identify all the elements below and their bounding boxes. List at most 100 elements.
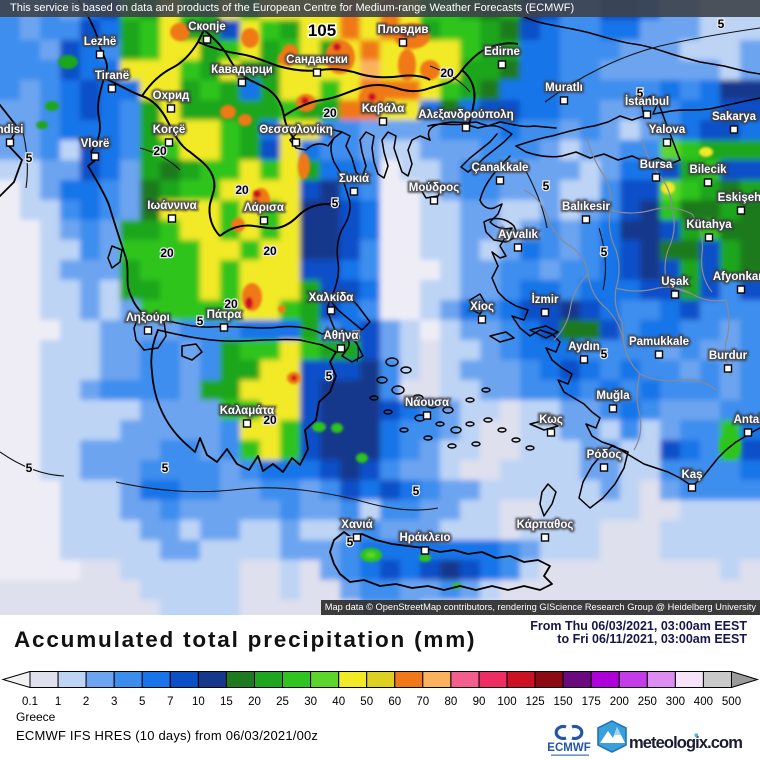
svg-text:Καβάλα: Καβάλα	[362, 103, 405, 115]
svg-text:Пловдив: Пловдив	[378, 24, 429, 36]
svg-text:meteologix.com: meteologix.com	[629, 734, 742, 752]
svg-text:20: 20	[160, 246, 174, 260]
svg-text:0.1: 0.1	[22, 696, 38, 708]
svg-text:Κως: Κως	[539, 414, 563, 426]
svg-text:2: 2	[83, 696, 89, 708]
svg-text:Kütahya: Kütahya	[686, 219, 732, 231]
svg-text:Кавадарци: Кавадарци	[211, 64, 273, 76]
svg-text:30: 30	[304, 696, 317, 708]
svg-text:5: 5	[326, 369, 333, 383]
svg-text:Скопје: Скопје	[188, 21, 225, 33]
svg-text:İzmir: İzmir	[532, 293, 559, 306]
svg-text:Lezhë: Lezhë	[84, 36, 117, 48]
svg-text:Antal: Antal	[734, 414, 760, 426]
svg-text:3: 3	[111, 696, 117, 708]
svg-text:Korçë: Korçë	[153, 124, 186, 136]
svg-text:İzmir: İzmir	[532, 293, 559, 306]
svg-text:Νάουσα: Νάουσα	[405, 397, 449, 409]
svg-text:5: 5	[413, 484, 420, 498]
svg-text:Ηράκλειο: Ηράκλειο	[400, 532, 451, 544]
svg-text:20: 20	[153, 144, 167, 158]
svg-text:ndisi: ndisi	[0, 124, 23, 136]
svg-text:Λάρισα: Λάρισα	[244, 202, 284, 214]
svg-text:Сандански: Сандански	[286, 54, 348, 66]
svg-text:Κάρπαθος: Κάρπαθος	[517, 519, 574, 531]
svg-text:ECMWF: ECMWF	[547, 742, 590, 754]
svg-text:20: 20	[235, 183, 249, 197]
svg-text:Αθήνα: Αθήνα	[323, 330, 358, 342]
svg-text:Muratlı: Muratlı	[545, 82, 583, 94]
svg-text:Edirne: Edirne	[484, 46, 520, 58]
svg-text:Balıkesir: Balıkesir	[562, 201, 610, 213]
svg-text:Καβάλα: Καβάλα	[362, 103, 405, 115]
svg-text:Burdur: Burdur	[709, 350, 748, 362]
svg-text:200: 200	[610, 696, 629, 708]
svg-text:Kaş: Kaş	[681, 469, 702, 481]
svg-text:20: 20	[248, 696, 261, 708]
svg-text:Tiranë: Tiranë	[95, 70, 129, 82]
svg-text:20: 20	[263, 244, 277, 258]
svg-text:Vlorë: Vlorë	[81, 138, 110, 150]
svg-text:Ayvalık: Ayvalık	[498, 229, 538, 241]
svg-text:Χίος: Χίος	[470, 301, 494, 313]
svg-text:Bursa: Bursa	[640, 159, 673, 171]
svg-text:175: 175	[582, 696, 601, 708]
svg-text:5: 5	[26, 461, 33, 475]
svg-text:5: 5	[197, 314, 204, 328]
svg-text:İstanbul: İstanbul	[625, 95, 669, 108]
svg-text:Kaş: Kaş	[681, 469, 702, 481]
svg-text:Сандански: Сандански	[286, 54, 348, 66]
svg-text:50: 50	[360, 696, 373, 708]
svg-text:Eskişehi: Eskişehi	[718, 192, 760, 204]
svg-text:5: 5	[332, 196, 339, 210]
svg-text:Αλεξανδρούπολη: Αλεξανδρούπολη	[418, 109, 513, 121]
svg-text:Lezhë: Lezhë	[84, 36, 117, 48]
svg-text:Muğla: Muğla	[596, 390, 630, 402]
svg-text:5: 5	[718, 17, 725, 31]
svg-text:105: 105	[308, 21, 336, 40]
svg-text:Κως: Κως	[539, 414, 563, 426]
svg-text:İstanbul: İstanbul	[625, 95, 669, 108]
svg-text:Κάρπαθος: Κάρπαθος	[517, 519, 574, 531]
svg-text:Ayvalık: Ayvalık	[498, 229, 538, 241]
svg-text:Καλαμάτα: Καλαμάτα	[220, 405, 274, 417]
svg-text:Καλαμάτα: Καλαμάτα	[220, 405, 274, 417]
svg-text:Πάτρα: Πάτρα	[207, 309, 242, 321]
svg-text:Охрид: Охрид	[153, 90, 190, 102]
svg-text:5: 5	[162, 461, 169, 475]
svg-text:Afyonkara: Afyonkara	[713, 271, 760, 283]
svg-text:Μούδρος: Μούδρος	[409, 182, 459, 194]
svg-text:Sakarya: Sakarya	[712, 111, 757, 123]
svg-text:Aydın: Aydın	[568, 341, 600, 353]
svg-text:15: 15	[220, 696, 233, 708]
svg-text:250: 250	[638, 696, 657, 708]
svg-text:Θεσσαλονίκη: Θεσσαλονίκη	[259, 124, 333, 136]
svg-text:Ληξούρι: Ληξούρι	[126, 312, 170, 324]
svg-text:Yalova: Yalova	[649, 124, 686, 136]
svg-text:20: 20	[263, 413, 277, 427]
svg-text:Afyonkara: Afyonkara	[713, 271, 760, 283]
svg-text:Скопје: Скопје	[188, 21, 225, 33]
svg-text:Πάτρα: Πάτρα	[207, 309, 242, 321]
svg-text:Antal: Antal	[734, 414, 760, 426]
svg-text:Sakarya: Sakarya	[712, 111, 757, 123]
svg-text:40: 40	[332, 696, 345, 708]
svg-text:Korçë: Korçë	[153, 124, 186, 136]
svg-text:5: 5	[601, 245, 608, 259]
svg-text:Охрид: Охрид	[153, 90, 190, 102]
svg-text:80: 80	[445, 696, 458, 708]
svg-text:Pamukkale: Pamukkale	[629, 336, 689, 348]
svg-text:Eskişehi: Eskişehi	[718, 192, 760, 204]
svg-text:Кавадарци: Кавадарци	[211, 64, 273, 76]
svg-text:70: 70	[416, 696, 429, 708]
svg-text:Muğla: Muğla	[596, 390, 630, 402]
svg-text:20: 20	[224, 297, 238, 311]
svg-text:100: 100	[497, 696, 516, 708]
svg-text:Χαλκίδα: Χαλκίδα	[309, 292, 354, 304]
svg-text:Ληξούρι: Ληξούρι	[126, 312, 170, 324]
svg-text:5: 5	[139, 696, 145, 708]
svg-text:25: 25	[276, 696, 289, 708]
svg-text:ndisi: ndisi	[0, 124, 23, 136]
svg-text:Ρόδος: Ρόδος	[587, 449, 622, 461]
svg-text:Ιωάννινα: Ιωάννινα	[147, 200, 196, 212]
